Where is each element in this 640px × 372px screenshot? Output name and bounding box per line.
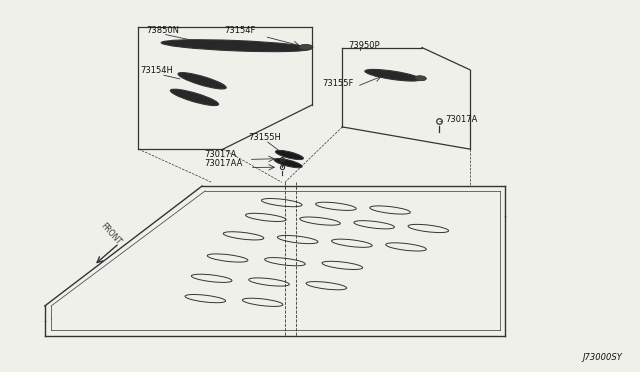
Ellipse shape <box>274 158 302 168</box>
Ellipse shape <box>178 73 227 89</box>
Text: J73000SY: J73000SY <box>583 353 623 362</box>
Ellipse shape <box>161 40 310 52</box>
Ellipse shape <box>275 150 303 160</box>
Text: 73154F: 73154F <box>225 26 256 35</box>
Text: FRONT: FRONT <box>99 222 123 247</box>
Text: 73155F: 73155F <box>322 79 353 88</box>
Text: 73017A: 73017A <box>445 115 478 124</box>
Ellipse shape <box>365 70 420 81</box>
Text: 73155H: 73155H <box>248 133 282 142</box>
Text: 73154H: 73154H <box>140 66 173 75</box>
Ellipse shape <box>415 76 426 81</box>
Ellipse shape <box>299 44 313 50</box>
Text: 73850N: 73850N <box>147 26 180 35</box>
Ellipse shape <box>170 89 219 106</box>
Text: 73017AA: 73017AA <box>204 158 243 167</box>
Text: 73017A: 73017A <box>204 150 236 160</box>
Text: 73950P: 73950P <box>349 41 380 50</box>
